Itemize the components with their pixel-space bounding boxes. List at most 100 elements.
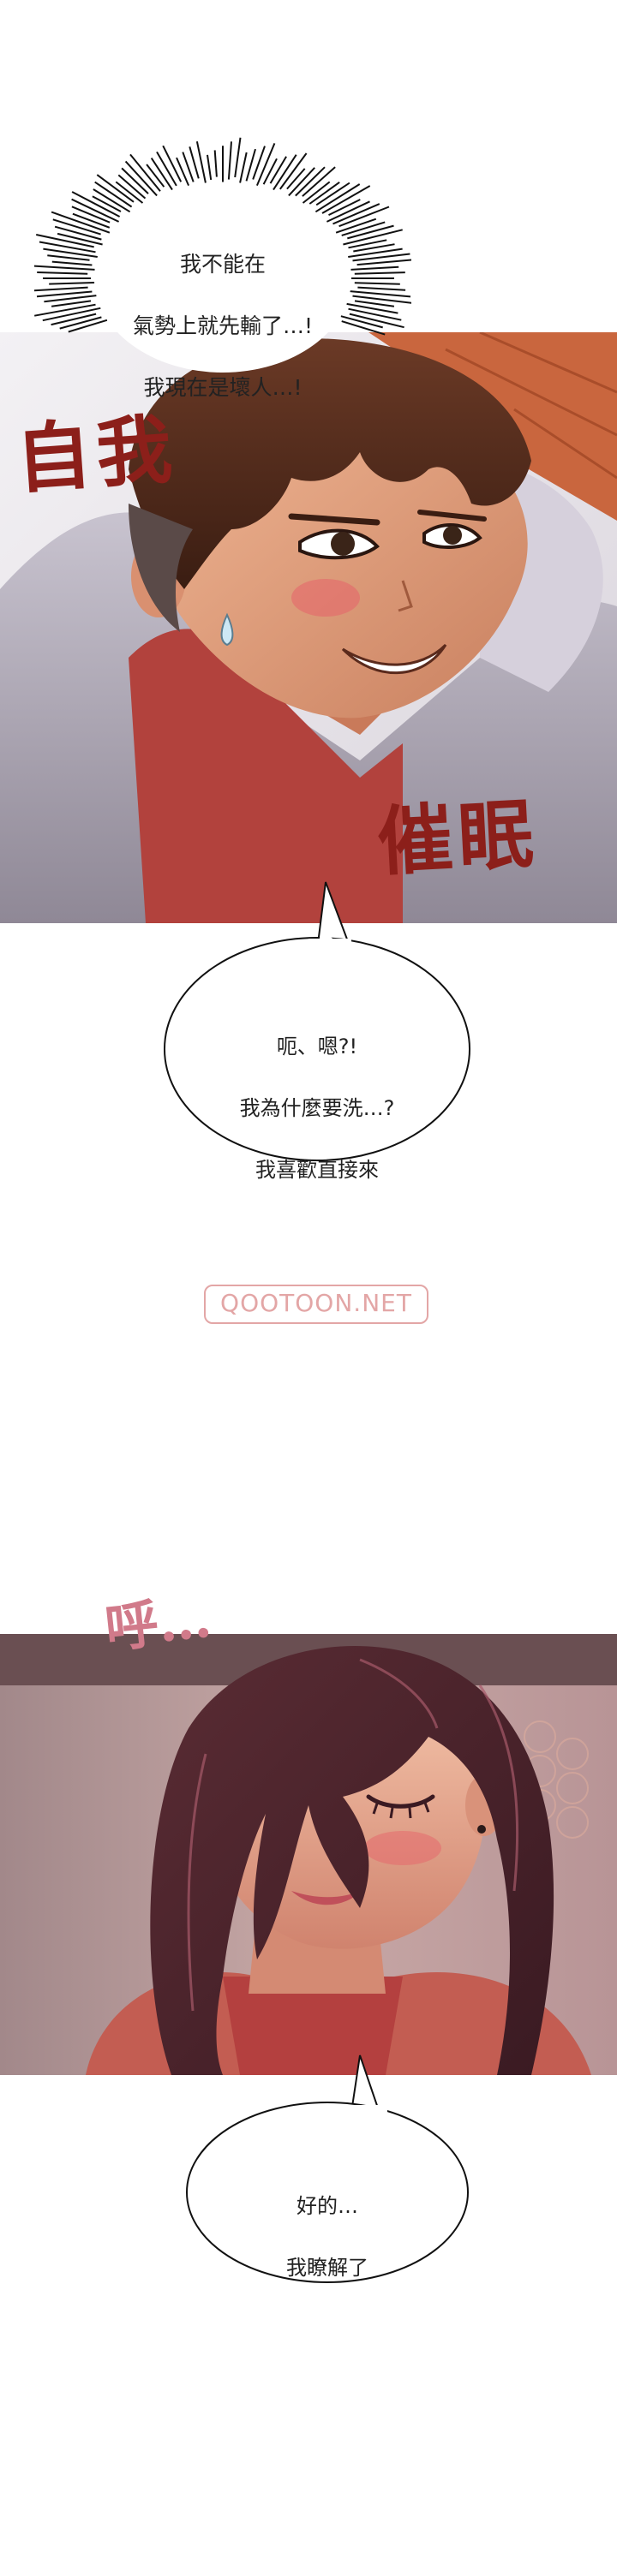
burst-ray [343,229,403,246]
burst-ray [129,153,161,192]
burst-ray [341,221,386,236]
burst-ray [332,203,380,225]
watermark-box [204,1285,428,1324]
burst-ray [314,183,361,213]
burst-ray [356,258,417,266]
bubble-text-top: 我不能在 氣勢上就先輸了…! 我現在是壞人…! [132,252,314,400]
burst-ray [35,234,94,248]
burst-ray [239,152,248,183]
burst-ray [176,157,190,186]
burst-ray [72,212,111,229]
burst-ray [262,158,278,185]
burst-ray [352,253,410,262]
burst-ray [42,307,101,322]
bubble-shape [164,881,470,1161]
burst-ray [348,239,387,249]
burst-ray [269,156,287,184]
burst-ray [71,206,111,224]
burst-ray [44,295,97,303]
burst-ray [338,206,390,228]
burst-ray [308,181,340,205]
burst-ray [286,168,306,190]
burst-ray [36,290,93,298]
panel-man-art [0,332,617,923]
burst-ray [348,307,402,321]
burst-ray [315,182,350,206]
burst-ray [115,181,144,204]
burst-ray [59,316,102,330]
burst-ray [71,198,120,223]
burst-ray [245,148,256,182]
burst-ray [51,260,93,266]
burst-ray [295,166,326,197]
burst-ray [255,143,276,186]
speech-bubble-middle: 呃、嗯?! 我為什麼要洗…? 我喜歡直接來 [154,865,480,1182]
burst-ray [328,199,361,216]
burst-ray [279,152,308,190]
bubble-text-bottom: 好的… 我瞭解了 [286,2194,368,2280]
sfx-sigh: 呼… [102,1586,215,1661]
burst-ray [162,145,183,182]
burst-ray [39,241,96,253]
burst-ray [302,166,336,197]
burst-ray [288,167,315,197]
burst-ray [352,295,416,305]
burst-ray [207,154,213,181]
bubble-shape-bottom [186,2054,469,2283]
burst-ray [57,232,103,246]
burst-ray [182,152,195,182]
burst-ray [51,211,111,234]
thought-burst-top: 我不能在 氣勢上就先輸了…! 我現在是壞人…! [29,128,417,400]
burst-ray [341,320,386,336]
burst-ray [121,167,149,194]
bubble-text-middle: 呃、嗯?! 我為什麼要洗…? 我喜歡直接來 [239,1035,395,1182]
burst-ray [54,225,102,241]
burst-ray [252,146,266,180]
burst-ray [354,300,395,307]
panel-woman [0,1634,617,2075]
burst-ray [353,243,395,253]
panel-man: 自我 催眠 [0,332,617,923]
burst-ray [335,218,377,234]
burst-ray [321,185,371,214]
burst-ray [227,141,232,180]
burst-ray [273,154,297,191]
burst-ray [350,265,399,271]
burst-ray [47,254,90,261]
burst-ray [68,319,108,333]
burst-ray [71,191,121,218]
burst-ray [354,282,400,285]
speech-bubble-bottom: 好的… 我瞭解了 [178,2038,476,2291]
burst-ray [349,313,404,329]
burst-ray [354,271,405,275]
burst-ray [96,174,135,203]
burst-ray [92,195,122,212]
burst-ray [346,302,398,314]
burst-ray [340,315,383,329]
burst-ray [117,174,147,200]
burst-ray [34,303,96,317]
burst-shape [29,137,417,373]
burst-ray [357,286,406,291]
burst-ray [347,224,394,240]
burst-ray [234,137,242,178]
burst-ray [49,282,95,285]
burst-ray [52,218,101,236]
burst-ray [94,181,133,208]
burst-ray [93,188,131,213]
burst-ray [350,290,411,298]
panel-woman-art [0,1634,617,2075]
burst-ray [146,164,165,188]
burst-ray [156,151,177,187]
burst-ray [348,247,403,258]
burst-ray [150,158,173,191]
burst-ray [37,271,88,275]
burst-ray [195,140,207,183]
burst-ray [124,160,158,197]
burst-ray [31,265,95,271]
burst-ray [51,300,92,307]
burst-ray [43,247,98,258]
burst-ray [189,146,200,179]
burst-ray [213,150,218,177]
